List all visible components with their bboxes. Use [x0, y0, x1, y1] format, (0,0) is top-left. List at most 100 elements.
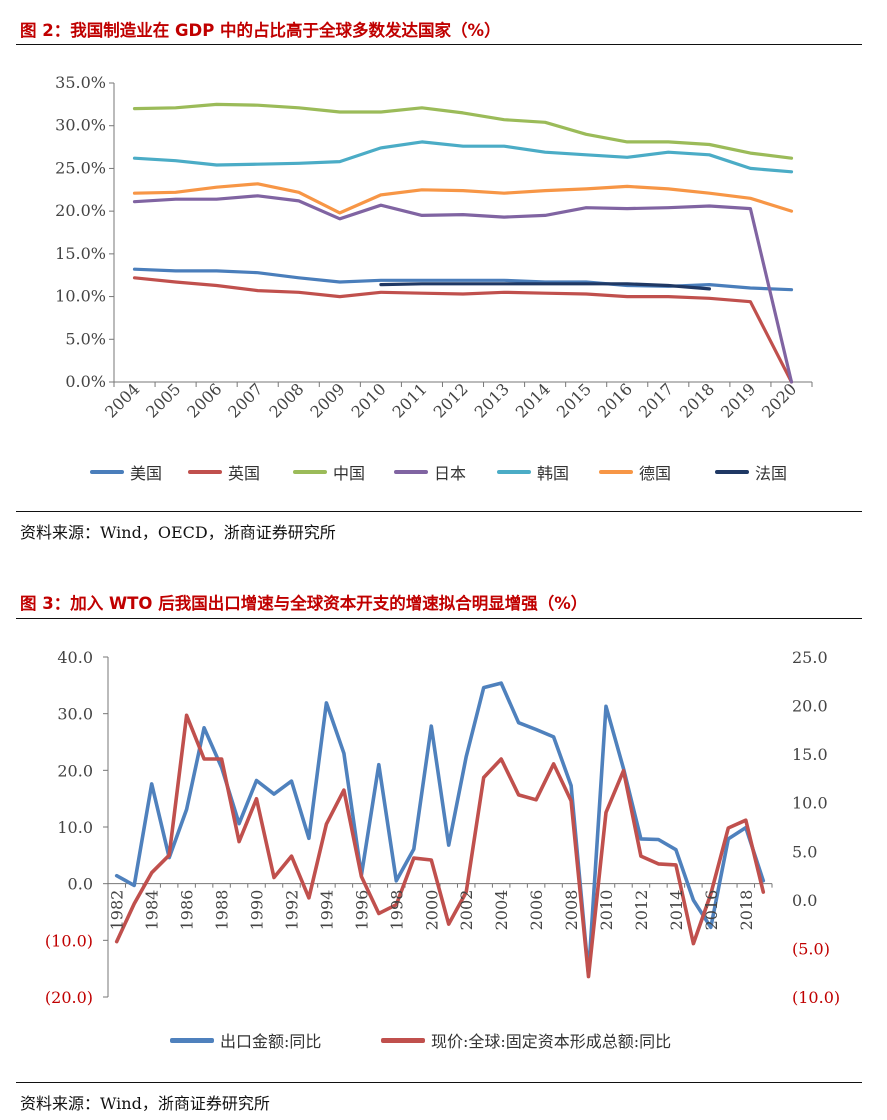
x-tick-label-2014: 2014 [667, 890, 686, 931]
legend-label-uk: 英国 [228, 464, 261, 483]
figure3-source: 资料来源：Wind，浙商证券研究所 [20, 1094, 270, 1113]
x-tick-label-2019: 2019 [717, 379, 759, 421]
y-tick-label: 5.0% [65, 329, 106, 348]
x-tick-label-2007: 2007 [224, 379, 266, 421]
y-tick-label: 25.0% [55, 158, 106, 177]
x-tick-label-2012: 2012 [430, 379, 472, 421]
x-tick-label-1998: 1998 [387, 890, 406, 931]
left-y-tick-label: 10.0 [57, 818, 93, 837]
x-tick-label-1984: 1984 [143, 890, 162, 931]
figure3-title: 图 3：加入 WTO 后我国出口增速与全球资本开支的增速拟合明显增强（%） [20, 594, 588, 613]
right-y-tick-label: 25.0 [792, 648, 828, 667]
left-y-tick-label: 20.0 [57, 761, 93, 780]
x-tick-label-2020: 2020 [758, 379, 800, 421]
x-tick-label-2017: 2017 [635, 379, 677, 421]
right-y-tick-label: 10.0 [792, 794, 828, 813]
figure3-chart: 40.0 30.0 20.0 10.0 0.0 (10.0) (20.0) 25.0 20.0 1… [45, 648, 840, 1007]
right-y-tick-label: (10.0) [792, 988, 840, 1007]
x-tick-label-2009: 2009 [306, 379, 348, 421]
right-y-tick-label: 15.0 [792, 745, 828, 764]
figure2-source: 资料来源：Wind，OECD，浙商证券研究所 [20, 523, 336, 542]
figure2-bottom-rule [16, 511, 862, 512]
legend-label-cn: 中国 [333, 464, 366, 483]
legend-swatch-de [599, 470, 633, 474]
x-tick-label-2000: 2000 [422, 890, 441, 931]
x-tick-label-2016: 2016 [702, 890, 721, 931]
legend-item-capex: 现价:全球:固定资本形成总额:同比 [381, 1028, 671, 1052]
x-tick-label-1992: 1992 [282, 890, 301, 931]
series-line-cn [132, 102, 794, 160]
y-tick-label: 20.0% [55, 201, 106, 220]
x-tick-label-2018: 2018 [737, 890, 756, 931]
x-tick-label-2004: 2004 [492, 890, 511, 931]
y-tick-label: 35.0% [55, 73, 106, 92]
x-tick-label-1986: 1986 [178, 890, 197, 931]
figure3-top-rule [16, 618, 862, 619]
x-tick-label-1990: 1990 [248, 890, 267, 931]
figure2-title: 图 2：我国制造业在 GDP 中的占比高于全球多数发达国家（%） [20, 21, 501, 40]
left-y-tick-label: 0.0 [68, 875, 93, 894]
x-tick-label-1994: 1994 [317, 890, 336, 931]
left-y-tick-label: 40.0 [57, 648, 93, 667]
legend-swatch-kr [497, 470, 531, 474]
series-line-uk [132, 276, 794, 384]
legend-swatch-jp [394, 470, 428, 474]
y-tick-label: 15.0% [55, 244, 106, 263]
legend-label-export: 出口金额:同比 [220, 1032, 322, 1051]
x-tick-label-1988: 1988 [213, 890, 232, 931]
x-tick-label-1996: 1996 [352, 890, 371, 931]
x-tick-label-2018: 2018 [676, 379, 718, 421]
legend-label-de: 德国 [639, 464, 672, 483]
legend-item-kr: 韩国 [497, 460, 569, 484]
legend-label-fr: 法国 [755, 464, 788, 483]
right-y-tick-label: 20.0 [792, 697, 828, 716]
legend-swatch-export [170, 1037, 214, 1043]
x-tick-label-2010: 2010 [347, 379, 389, 421]
legend-label-capex: 现价:全球:固定资本形成总额:同比 [431, 1032, 672, 1051]
legend-item-us: 美国 [90, 460, 162, 484]
legend-item-uk: 英国 [188, 460, 260, 484]
x-tick-label-2006: 2006 [527, 890, 546, 931]
legend-label-kr: 韩国 [537, 464, 570, 483]
y-tick-label: 0.0% [65, 372, 106, 391]
figure2-chart: 35.0%30.0%25.0%20.0%15.0%10.0%5.0%0.0%20… [55, 73, 813, 422]
x-tick-label-2008: 2008 [562, 890, 581, 931]
x-tick-label-2006: 2006 [183, 379, 225, 421]
legend-swatch-capex [381, 1037, 425, 1043]
legend-label-jp: 日本 [434, 464, 467, 483]
left-y-tick-label: (20.0) [45, 988, 93, 1007]
y-tick-label: 30.0% [55, 116, 106, 135]
right-y-tick-label: (5.0) [792, 939, 830, 958]
x-tick-label-2010: 2010 [597, 890, 616, 931]
legend-item-de: 德国 [599, 460, 671, 484]
right-y-tick-label: 5.0 [792, 842, 817, 861]
legend-swatch-uk [188, 470, 222, 474]
y-tick-label: 10.0% [55, 287, 106, 306]
figure2-top-rule [16, 44, 862, 45]
legend-swatch-fr [715, 470, 749, 474]
x-tick-label-2016: 2016 [594, 379, 636, 421]
figure3-bottom-rule [16, 1082, 862, 1083]
x-tick-label-2002: 2002 [457, 890, 476, 931]
x-tick-label-2008: 2008 [265, 379, 307, 421]
x-tick-label-2004: 2004 [101, 379, 143, 421]
x-tick-label-2015: 2015 [553, 379, 595, 421]
series-line-fr [379, 282, 711, 291]
legend-label-us: 美国 [130, 464, 163, 483]
x-tick-label-2011: 2011 [389, 379, 431, 421]
series-line-kr [132, 140, 794, 174]
x-tick-label-1982: 1982 [108, 890, 127, 931]
x-tick-label-2012: 2012 [632, 890, 651, 931]
legend-item-export: 出口金额:同比 [170, 1028, 321, 1052]
x-tick-label-2005: 2005 [142, 379, 184, 421]
left-y-tick-label: 30.0 [57, 705, 93, 724]
left-y-tick-label: (10.0) [45, 931, 93, 950]
legend-swatch-cn [293, 470, 327, 474]
legend-swatch-us [90, 470, 124, 474]
legend-item-fr: 法国 [715, 460, 787, 484]
legend-item-cn: 中国 [293, 460, 365, 484]
legend-item-jp: 日本 [394, 460, 466, 484]
right-y-tick-label: 0.0 [792, 891, 817, 910]
x-tick-label-2013: 2013 [471, 379, 513, 421]
x-tick-label-2014: 2014 [512, 379, 554, 421]
